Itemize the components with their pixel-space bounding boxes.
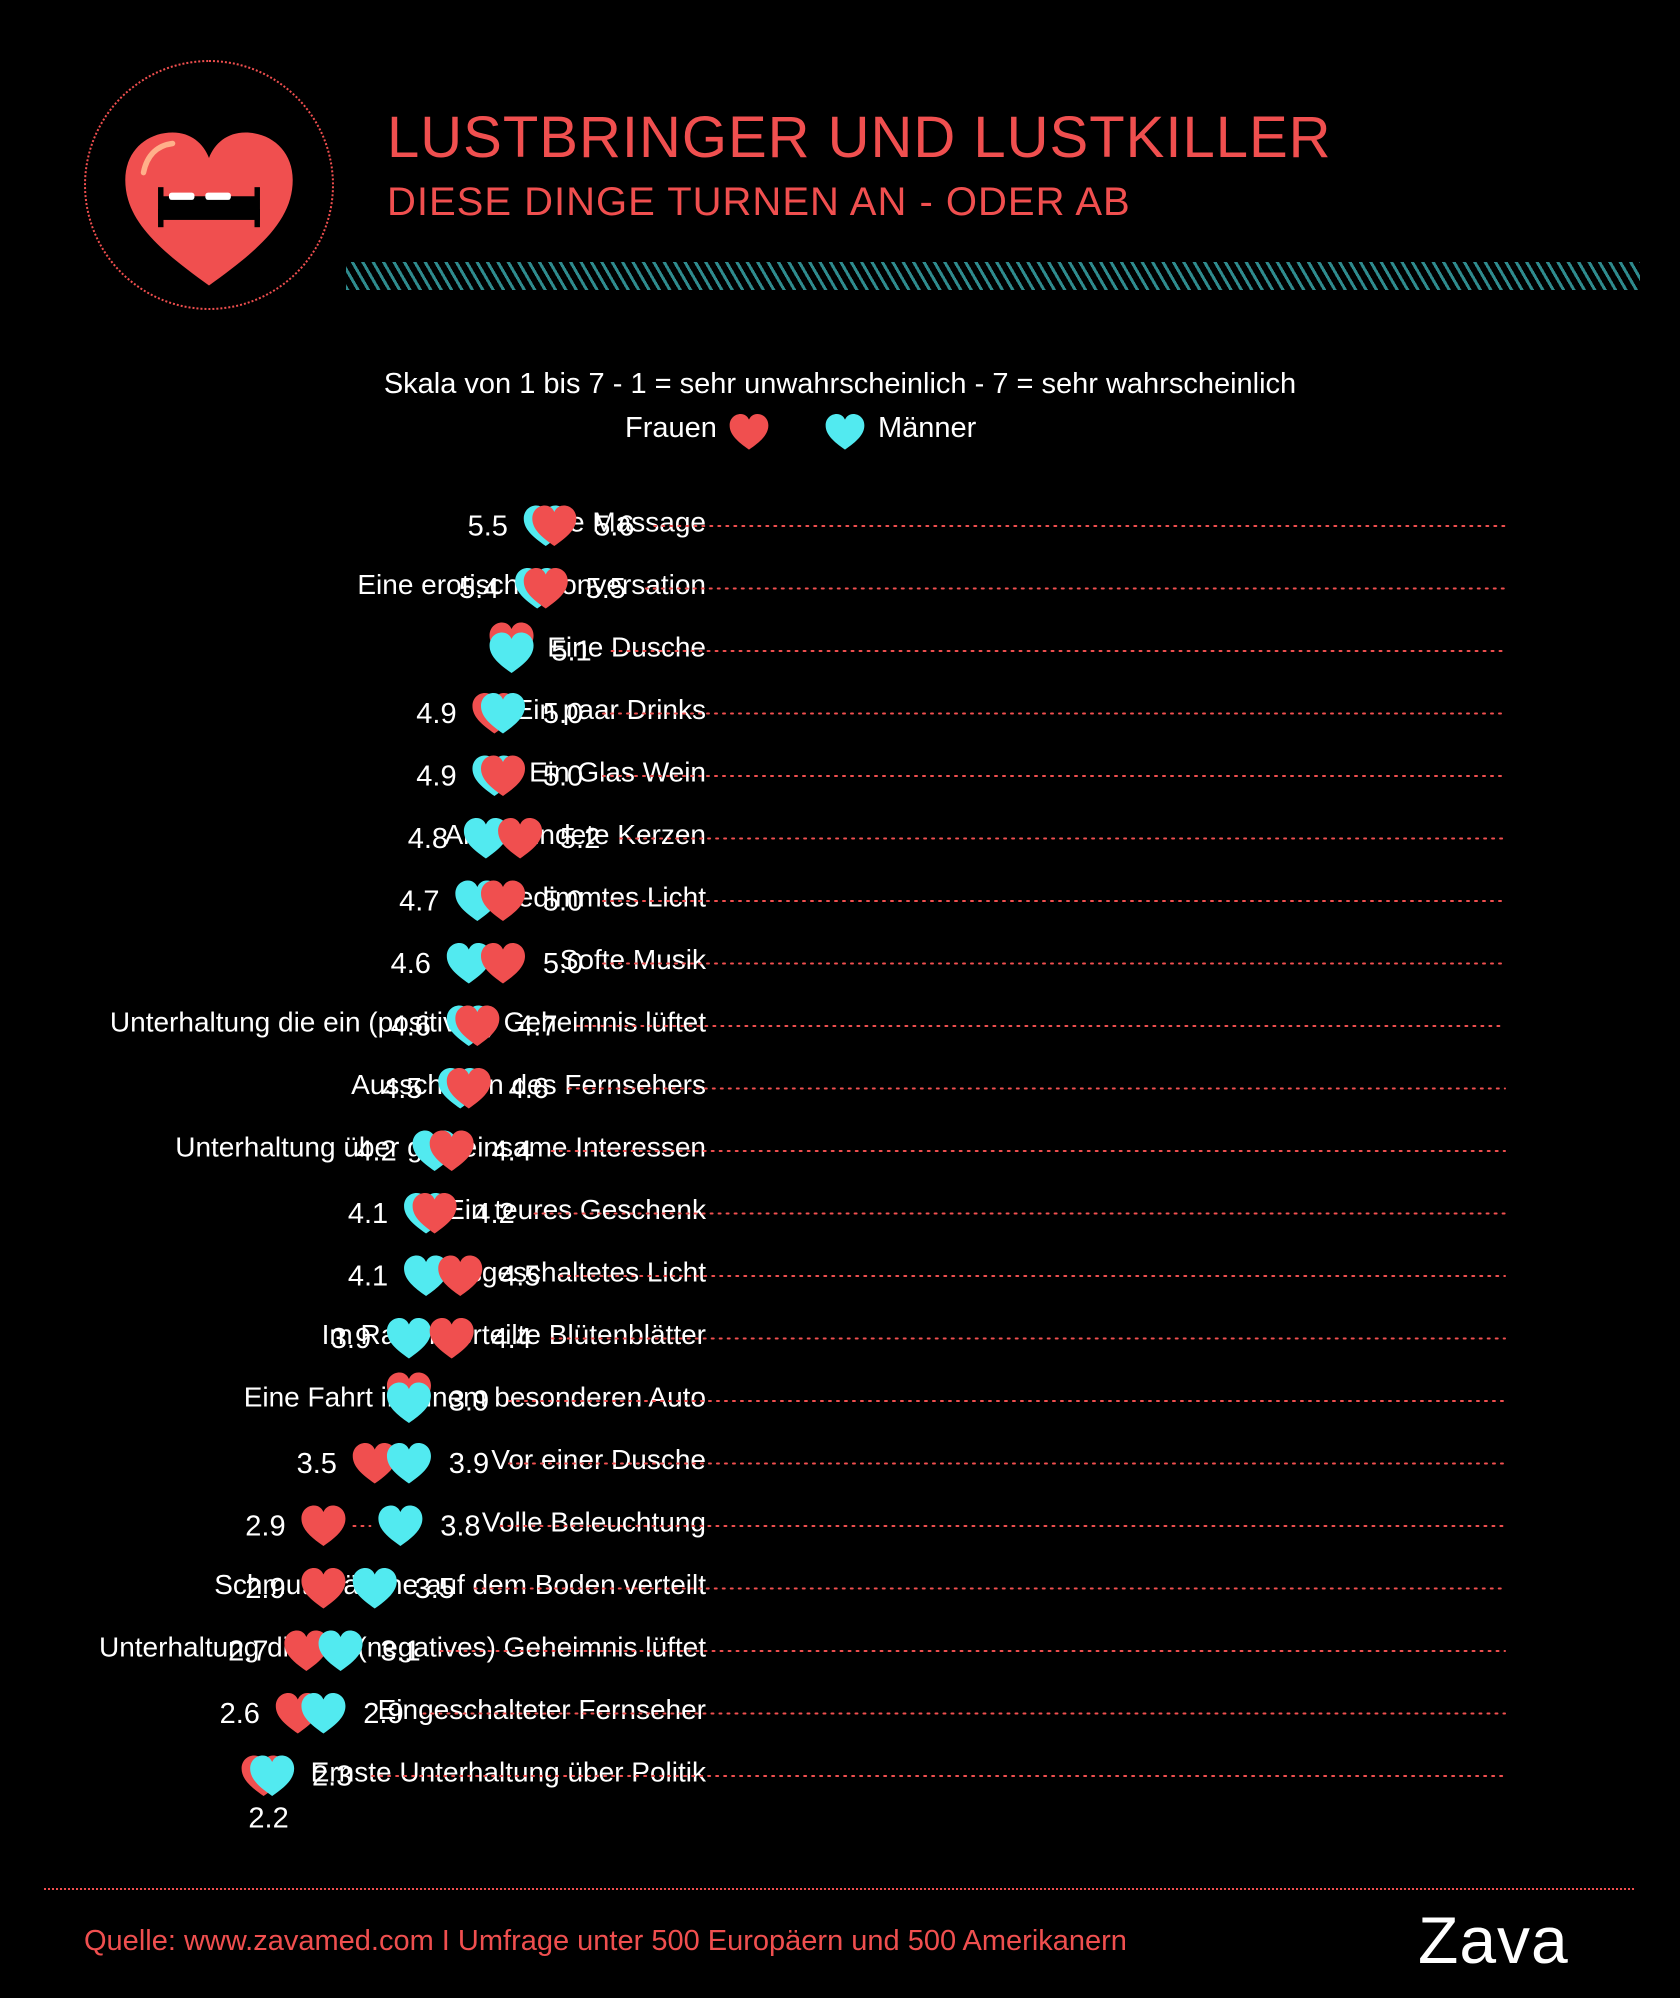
- value-label: 5.2: [560, 823, 600, 855]
- legend-label-men: Männer: [878, 412, 977, 444]
- scale-note: Skala von 1 bis 7 - 1 = sehr unwahrschei…: [383, 368, 1297, 400]
- value-label: 4.4: [492, 1136, 532, 1168]
- category-label: Ein paar Drinks: [515, 694, 706, 725]
- heart-women: [429, 1318, 474, 1359]
- value-label: 4.2: [474, 1198, 514, 1230]
- value-label: 3.5: [297, 1448, 337, 1480]
- heart-women: [429, 1130, 474, 1171]
- value-label: 4.6: [509, 1073, 549, 1105]
- hatch-divider: [346, 262, 1640, 290]
- heart-women: [352, 1443, 397, 1484]
- category-label: Softe Musik: [560, 944, 707, 975]
- value-label: 5.1: [551, 636, 591, 668]
- value-label: 4.1: [348, 1261, 388, 1293]
- value-label: 3.9: [449, 1386, 489, 1418]
- value-label: 3.8: [440, 1511, 480, 1543]
- heart-women: [455, 1005, 500, 1046]
- category-label: Eine Fahrt in einem besonderen Auto: [244, 1381, 706, 1412]
- value-label: 2.6: [220, 1698, 260, 1730]
- legend-heart-women-icon: [729, 413, 769, 450]
- heart-women: [481, 755, 525, 796]
- category-label: Ernste Unterhaltung über Politik: [311, 1756, 707, 1787]
- value-label: 3.5: [415, 1573, 455, 1605]
- value-label: 2.2: [248, 1803, 288, 1835]
- logo-ring: [84, 60, 334, 310]
- bed-heart-icon: [125, 132, 293, 286]
- heart-men: [446, 943, 491, 984]
- heart-women: [498, 818, 543, 859]
- category-label: Ausschalten des Fernsehers: [351, 1069, 706, 1100]
- heart-men: [250, 1755, 295, 1796]
- category-label: Ein Glas Wein: [529, 756, 706, 787]
- value-label: 2.9: [363, 1698, 403, 1730]
- heart-men: [318, 1630, 363, 1671]
- heart-men: [463, 818, 508, 859]
- value-label: 3.1: [380, 1636, 420, 1668]
- category-label: Volle Beleuchtung: [482, 1506, 706, 1537]
- heart-women: [481, 880, 525, 921]
- heart-men: [386, 1443, 431, 1484]
- category-label: Gedimmtes Licht: [496, 881, 706, 912]
- heart-men: [378, 1505, 423, 1546]
- heart-women: [446, 1068, 491, 1109]
- value-label: 4.9: [416, 698, 456, 730]
- heart-men: [481, 693, 525, 734]
- value-label: 4.7: [517, 1011, 557, 1043]
- category-label: Vor einer Dusche: [491, 1444, 706, 1475]
- value-label: 4.2: [356, 1136, 396, 1168]
- value-label: 4.6: [391, 1011, 431, 1043]
- heart-women: [412, 1193, 457, 1234]
- value-label: 5.0: [543, 948, 583, 980]
- legend-heart-men-icon: [825, 413, 865, 450]
- heart-women: [301, 1568, 346, 1609]
- value-label: 5.0: [543, 698, 583, 730]
- category-label: Eine Dusche: [547, 631, 706, 662]
- heart-men: [301, 1693, 346, 1734]
- heart-men: [352, 1568, 397, 1609]
- category-label: Eingeschalteter Fernseher: [378, 1694, 706, 1725]
- value-label: 4.7: [399, 886, 439, 918]
- value-label: 5.0: [543, 886, 583, 918]
- category-label: Unterhaltung die ein (positives) Geheimn…: [110, 1006, 706, 1037]
- value-label: 4.8: [408, 823, 448, 855]
- value-label: 2.9: [245, 1511, 285, 1543]
- source-note: Quelle: www.zavamed.com I Umfrage unter …: [84, 1925, 1127, 1957]
- heart-women: [438, 1255, 483, 1296]
- value-label: 4.4: [492, 1323, 532, 1355]
- heart-men: [489, 632, 534, 673]
- value-label: 2.7: [228, 1636, 268, 1668]
- heart-women: [301, 1505, 346, 1546]
- value-label: 4.1: [348, 1198, 388, 1230]
- heart-women: [532, 505, 577, 546]
- value-label: 5.5: [586, 573, 626, 605]
- footer-divider: [44, 1888, 1634, 1890]
- value-label: 2.3: [312, 1761, 352, 1793]
- brand-logo: Zava: [1418, 1903, 1569, 1977]
- heart-men: [386, 1382, 431, 1423]
- heart-men: [386, 1318, 431, 1359]
- value-label: 3.9: [449, 1448, 489, 1480]
- category-label: Im Raum verteilte Blütenblätter: [322, 1319, 706, 1350]
- legend-label-women: Frauen: [625, 412, 717, 444]
- value-label: 4.5: [500, 1261, 540, 1293]
- heart-women: [523, 568, 568, 609]
- value-label: 5.0: [543, 761, 583, 793]
- page-title: LUSTBRINGER UND LUSTKILLER: [387, 105, 1332, 170]
- category-label: Schmutzwäsche auf dem Boden verteilt: [214, 1569, 706, 1600]
- value-label: 2.9: [245, 1573, 285, 1605]
- heart-women: [284, 1630, 329, 1671]
- value-label: 5.5: [468, 511, 508, 543]
- page-subtitle: DIESE DINGE TURNEN AN - ODER AB: [387, 180, 1131, 224]
- value-label: 4.9: [416, 761, 456, 793]
- value-label: 4.5: [382, 1073, 422, 1105]
- value-label: 3.9: [331, 1323, 371, 1355]
- value-label: 5.4: [459, 573, 499, 605]
- category-label: Unterhaltung die ein (negatives) Geheimn…: [99, 1631, 706, 1662]
- heart-women: [481, 943, 525, 984]
- value-label: 5.6: [594, 511, 634, 543]
- heart-men: [404, 1255, 449, 1296]
- value-label: 4.6: [391, 948, 431, 980]
- category-label: Ein teures Geschenk: [446, 1194, 707, 1225]
